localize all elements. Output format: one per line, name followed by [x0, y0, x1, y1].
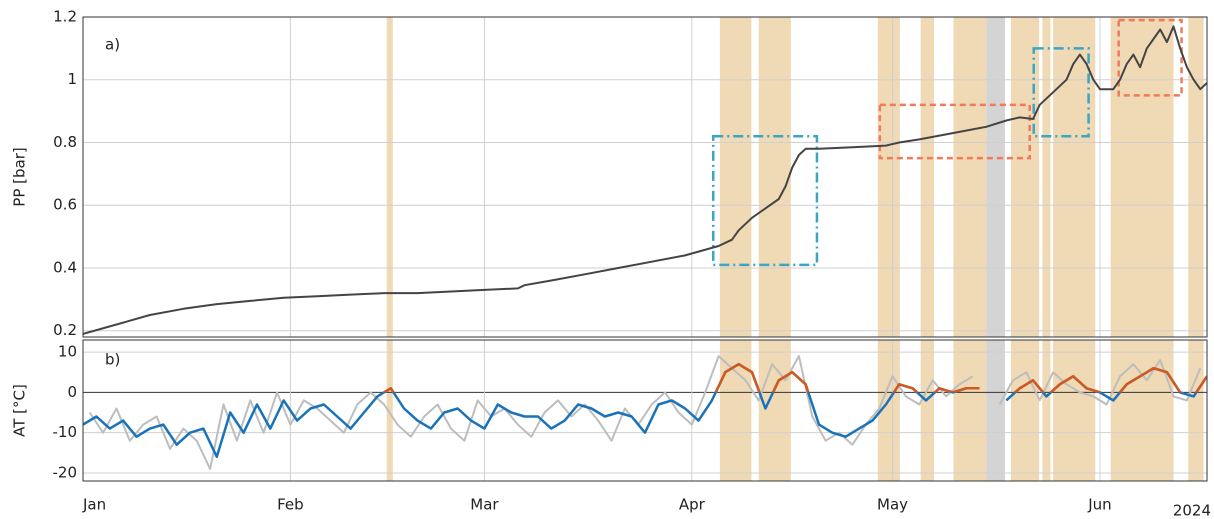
shaded-span [719, 340, 752, 481]
highlight-box [1117, 18, 1183, 97]
panel [83, 17, 1207, 337]
x-tick-label: Apr [679, 496, 706, 514]
y-tick-label: 0.2 [53, 321, 77, 339]
x-tick-label: Feb [277, 496, 304, 514]
shaded-span [1188, 17, 1204, 337]
data-line [88, 355, 1202, 470]
x-tick-label: Jun [1087, 496, 1111, 514]
shaded-span [986, 17, 1005, 337]
y-tick-label: 10 [58, 343, 77, 361]
shaded-span [986, 340, 1005, 481]
data-line-above-zero [381, 362, 1207, 393]
shaded-span [1188, 340, 1204, 481]
y-tick-label: -10 [53, 423, 78, 441]
shaded-span [758, 340, 791, 481]
y-tick-label: 0 [67, 383, 77, 401]
shaded-span [1110, 340, 1174, 481]
shaded-span [1053, 17, 1096, 337]
shaded-span [758, 17, 791, 337]
shaded-span [1110, 17, 1174, 337]
y-axis-label: AT [°C] [11, 384, 29, 437]
shaded-span [920, 340, 935, 481]
shaded-span [386, 340, 393, 481]
highlight-box [878, 103, 1031, 160]
y-tick-label: 1 [67, 70, 77, 88]
y-tick-label: 0.8 [53, 133, 77, 151]
highlight-box [1032, 47, 1090, 138]
y-tick-label: 0.6 [53, 196, 77, 214]
shaded-span [877, 17, 900, 337]
shaded-span [953, 340, 987, 481]
above-zero [381, 362, 1207, 393]
y-tick-label: 0.4 [53, 258, 77, 276]
y-tick-label: 1.2 [53, 8, 77, 26]
x-tick-label: Mar [470, 496, 499, 514]
shaded-span [953, 17, 987, 337]
panel-label: b) [105, 351, 120, 369]
shaded-span [719, 17, 752, 337]
plot-frame [82, 16, 1208, 338]
shaded-span [1053, 340, 1096, 481]
shaded-span [386, 17, 393, 337]
data-line [83, 25, 1207, 335]
shaded-span [877, 340, 900, 481]
shaded-span [1042, 340, 1051, 481]
y-tick-label: -20 [53, 463, 78, 481]
y-axis-label: PP [bar] [11, 147, 29, 206]
panel-label: a) [105, 36, 120, 54]
panel [83, 340, 1207, 481]
year-label: 2024 [1173, 502, 1211, 519]
shaded-span [1010, 340, 1040, 481]
x-tick-label: May [877, 496, 908, 514]
shaded-span [1042, 17, 1051, 337]
shaded-span [920, 17, 935, 337]
highlight-box [711, 134, 819, 267]
x-tick-label: Jan [82, 496, 106, 514]
plot-frame [82, 339, 1208, 482]
